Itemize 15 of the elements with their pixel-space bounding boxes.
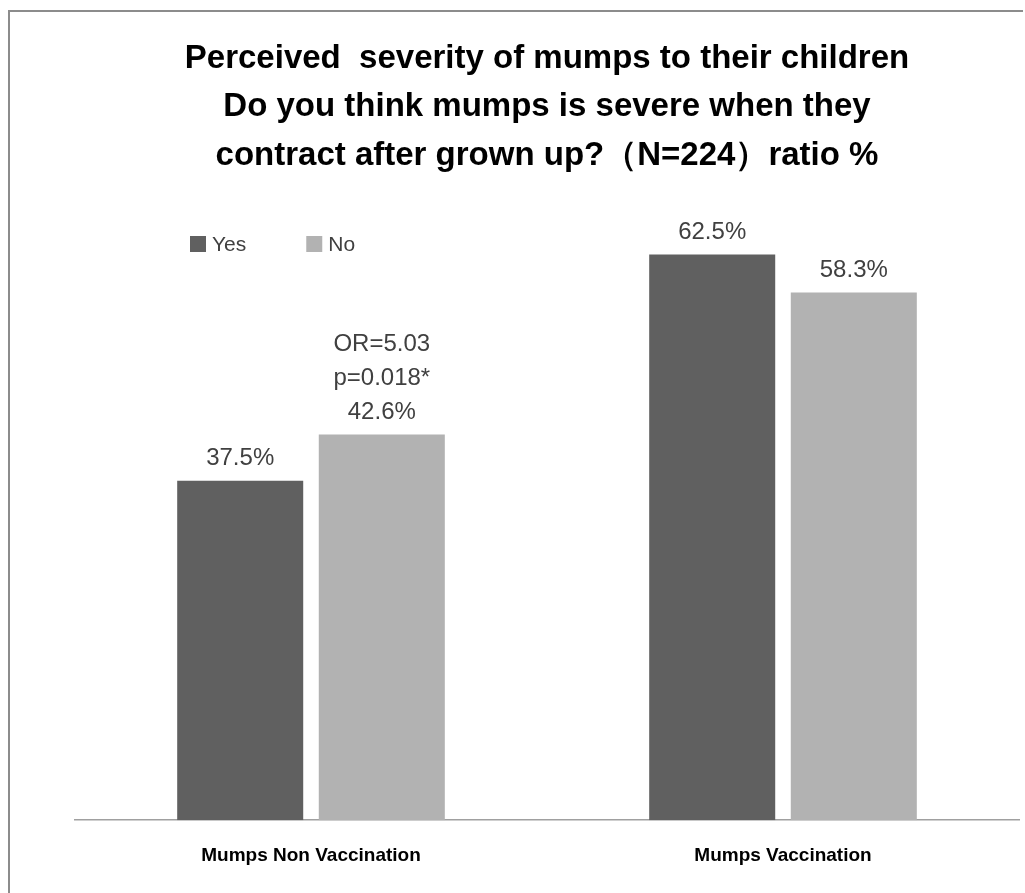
bar <box>318 434 445 821</box>
legend-label: Yes <box>212 231 247 255</box>
data-label: 58.3% <box>819 255 888 283</box>
legend-label: No <box>328 231 356 255</box>
data-label: 42.6% <box>347 397 416 425</box>
bar <box>649 254 776 821</box>
x-tick-label: Mumps Non Vaccination <box>201 843 421 865</box>
bar <box>177 480 304 821</box>
annotation: p=0.018* <box>333 363 431 391</box>
data-label: 62.5% <box>678 217 747 245</box>
x-tick-label: Mumps Vaccination <box>694 843 872 865</box>
chart-title: Perceived severity of mumps to their children Do you think mumps is severe when they contract after grown up?（N=224）ratio % <box>184 37 910 173</box>
bar <box>790 292 917 821</box>
data-label: 37.5% <box>206 443 275 471</box>
annotation: OR=5.03 <box>333 329 431 357</box>
